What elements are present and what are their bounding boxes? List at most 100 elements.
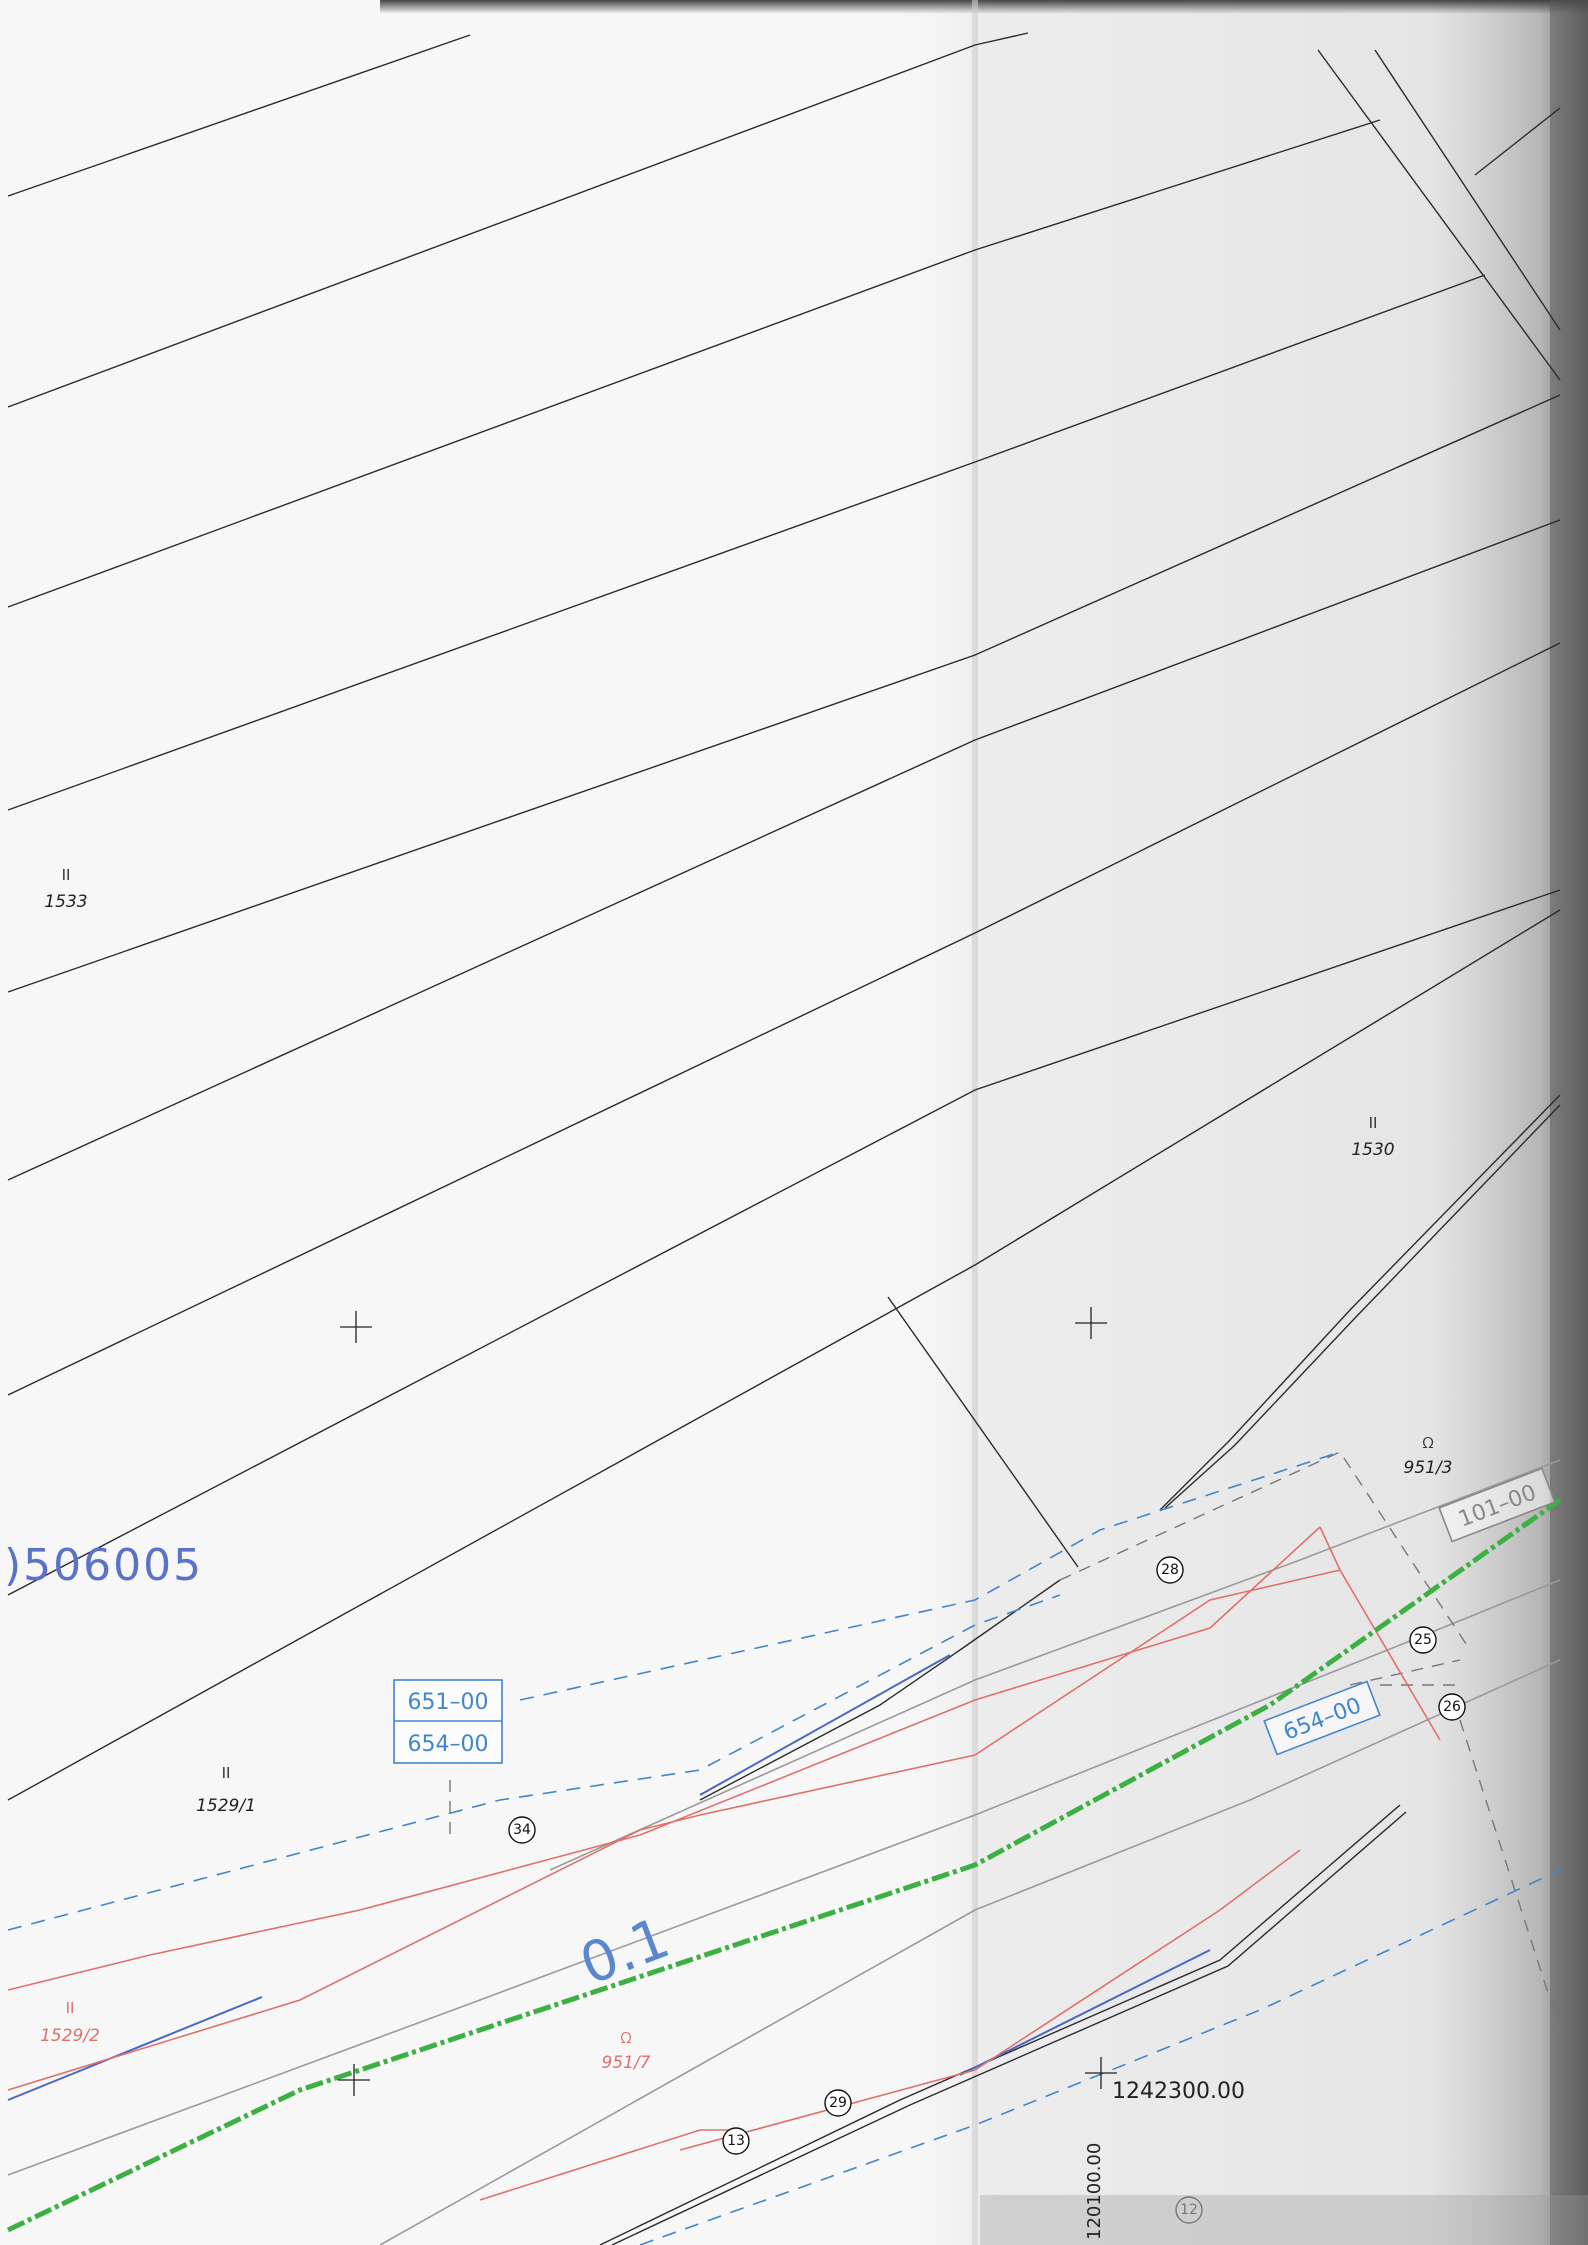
road-parcel-symbol: ᘯ	[1422, 1434, 1433, 1452]
code-box-top-label: 651–00	[408, 1690, 489, 1715]
parcel-class: II	[62, 866, 71, 884]
road-parcel-label-951-7: ᘯ 951/7	[602, 2029, 651, 2073]
gray-road-lines	[7, 1459, 1561, 2245]
parcel-boundary-line	[599, 1804, 1401, 2245]
scan-edge-right	[1550, 0, 1588, 2245]
blue-segment	[959, 1949, 1211, 2076]
red-line	[7, 1829, 641, 2091]
parcel-boundaries	[7, 32, 1561, 2245]
parcel-class: II	[66, 1999, 75, 2017]
code-box-bottom-label: 654–00	[408, 1732, 489, 1757]
survey-point-number: 28	[1161, 1562, 1179, 1578]
survey-point-number: 34	[513, 1822, 531, 1838]
parcel-label-1530: II 1530	[1351, 1114, 1394, 1160]
parcel-label-1533: II 1533	[44, 866, 87, 912]
survey-point-circle	[824, 2089, 852, 2117]
red-line	[1319, 1526, 1441, 1741]
sheet-id: )506005	[4, 1540, 203, 1591]
survey-point-number: 25	[1414, 1632, 1432, 1648]
survey-point-circle	[722, 2127, 750, 2155]
survey-point-28: 28	[1156, 1556, 1184, 1584]
red-line	[7, 1526, 1321, 1991]
parcel-boundary-line	[887, 1296, 1079, 1568]
gray-line	[379, 1659, 1561, 2245]
parcel-number: 1533	[44, 892, 87, 912]
blue-segments	[7, 1654, 1211, 2101]
survey-point-circle	[508, 1816, 536, 1844]
parcel-boundary-line	[611, 1811, 1407, 2245]
code-box-frame	[1263, 1680, 1381, 1756]
road-parcel-number: 951/7	[602, 2053, 651, 2073]
grid-cross	[1075, 1307, 1107, 1339]
dashed-gray-line	[1059, 1451, 1471, 1651]
parcel-boundary-line	[1374, 49, 1561, 331]
gray-line	[7, 1579, 1561, 2176]
parcel-boundary-line	[7, 519, 1561, 1181]
blue-segment	[699, 1654, 951, 1796]
red-line	[639, 1569, 1341, 1831]
survey-point-number: 13	[727, 2133, 745, 2149]
parcel-class: II	[1369, 1114, 1378, 1132]
parcel-boundary-line	[1159, 1094, 1561, 1511]
dashed-blue-lines	[7, 1451, 1561, 2245]
grid-cross	[1085, 2057, 1117, 2089]
parcel-boundary-line	[7, 909, 1561, 1801]
planned-red-lines	[7, 1526, 1441, 2201]
easting-coordinate: 1242300.00	[1112, 2079, 1245, 2104]
parcel-label-1529-1: II 1529/1	[196, 1764, 256, 1816]
northing-coordinate-group: 120100.00	[1084, 2143, 1105, 2240]
dashed-blue-line	[7, 1594, 1061, 1931]
dashed-blue-line	[639, 1869, 1561, 2245]
parcel-boundary-line	[7, 119, 1381, 608]
code-box-frame	[1438, 1467, 1556, 1543]
code-box-stacked: 651–00 654–00	[393, 1679, 503, 1764]
survey-point-34: 34	[508, 1816, 536, 1844]
survey-point-number: 12	[1180, 2202, 1198, 2218]
parcel-boundary-line	[7, 34, 471, 197]
survey-point-circle	[1175, 2196, 1203, 2224]
dashed-blue-line	[519, 1451, 1341, 1701]
parcel-boundary-line	[7, 642, 1561, 1396]
parcel-number: 1530	[1351, 1140, 1394, 1160]
dashed-gray-line	[1349, 1659, 1461, 1686]
survey-point-29: 29	[824, 2089, 852, 2117]
grid-cross	[340, 1311, 372, 1343]
road-parcel-number: 951/3	[1404, 1458, 1453, 1478]
parcel-number: 1529/2	[40, 2026, 100, 2046]
survey-point-circle	[1156, 1556, 1184, 1584]
parcel-boundary-line	[1317, 49, 1561, 381]
parcel-class: II	[222, 1764, 231, 1782]
parcel-boundary-line	[1474, 107, 1561, 176]
survey-point-number: 26	[1443, 1699, 1461, 1715]
parcel-boundary-line	[1164, 1104, 1561, 1509]
parcel-label-1529-2: II 1529/2	[40, 1999, 100, 2046]
parcel-boundary-line	[7, 32, 1029, 408]
survey-point-13: 13	[722, 2127, 750, 2155]
survey-point-26: 26	[1438, 1693, 1466, 1721]
dashed-gray-lines	[449, 1451, 1561, 2031]
parcel-boundary-line	[7, 274, 1486, 811]
survey-point-circle	[1438, 1693, 1466, 1721]
road-parcel-symbol: ᘯ	[620, 2029, 631, 2047]
green-axis-line	[6, 1497, 1562, 2233]
northing-coordinate: 120100.00	[1084, 2143, 1105, 2240]
survey-point-25: 25	[1409, 1626, 1437, 1654]
road-parcel-label-951-3: ᘯ 951/3	[1404, 1434, 1453, 1478]
parcel-boundary-line	[7, 394, 1561, 993]
survey-point-circle	[1409, 1626, 1437, 1654]
survey-point-number: 29	[829, 2095, 847, 2111]
grid-crosses	[338, 1307, 1117, 2096]
parcel-number: 1529/1	[196, 1796, 256, 1816]
parcel-boundary-line	[7, 889, 1561, 1596]
grid-cross	[338, 2064, 370, 2096]
survey-point-12: 12	[1175, 2196, 1203, 2224]
scan-shadow-top	[380, 0, 1588, 14]
parcel-boundary-line	[699, 1579, 1061, 1801]
blue-segment	[7, 1996, 263, 2101]
gray-line	[549, 1459, 1561, 1871]
scan-shadow-bottom	[980, 2195, 1588, 2245]
red-line	[479, 2129, 740, 2201]
